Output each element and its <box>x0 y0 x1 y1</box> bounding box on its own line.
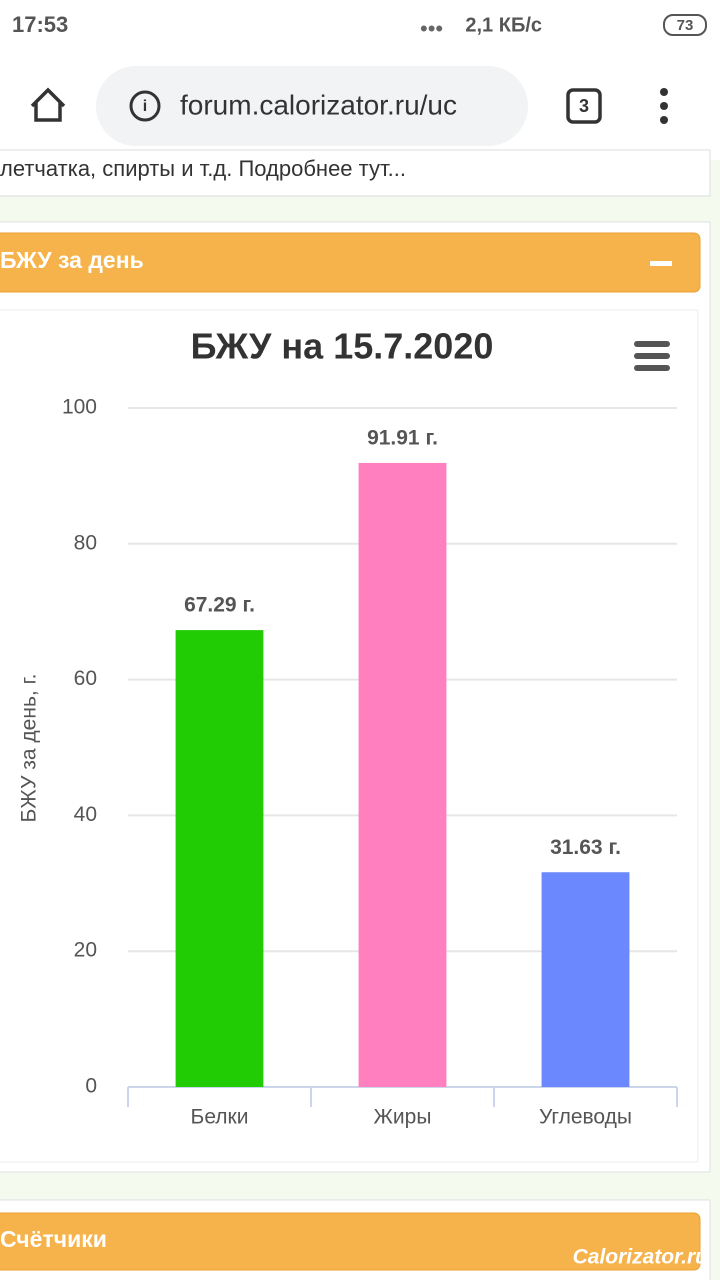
y-tick-label: 20 <box>74 939 97 962</box>
data-label: 91.91 г. <box>367 426 438 449</box>
y-tick-label: 40 <box>74 803 97 826</box>
bar <box>358 462 447 1087</box>
collapse-icon[interactable] <box>650 261 672 266</box>
info-i: i <box>143 98 147 115</box>
tabs-button[interactable] <box>566 88 602 124</box>
panel-title: БЖУ за день <box>0 247 144 273</box>
status-bar <box>0 0 720 52</box>
data-label: 31.63 г. <box>550 836 621 859</box>
y-tick-label: 80 <box>74 531 97 554</box>
url-field[interactable] <box>96 66 528 146</box>
x-tick-label: Белки <box>191 1106 249 1129</box>
status-battery: 73 <box>677 17 694 34</box>
status-time: 17:53 <box>12 12 68 37</box>
truncated-text: летчатка, спирты и т.д. Подробнее тут... <box>0 156 406 181</box>
text-card <box>0 149 711 197</box>
plot: 0 20 40 60 80 100 Белки 67.29 г. Жиры 91.91 г. Угл… <box>62 396 678 1129</box>
battery-icon <box>663 14 707 36</box>
status-network: 2,1 КБ/с <box>465 14 542 36</box>
x-tick-label: Углеводы <box>539 1106 632 1129</box>
chart-menu[interactable] <box>634 341 670 371</box>
y-tick-label: 0 <box>85 1075 97 1098</box>
panel2-header[interactable] <box>0 1212 701 1271</box>
panel-header[interactable] <box>0 232 701 293</box>
y-tick-label: 60 <box>74 667 97 690</box>
url-text[interactable]: forum.calorizator.ru/uc <box>180 89 457 120</box>
info-icon[interactable] <box>129 90 161 122</box>
watermark: Calorizator.ru <box>573 1246 709 1269</box>
bar <box>175 630 264 1087</box>
chart-title: БЖУ на 15.7.2020 <box>191 326 494 367</box>
data-label: 67.29 г. <box>184 594 255 617</box>
bar <box>541 872 630 1087</box>
x-tick-label: Жиры <box>374 1106 432 1129</box>
y-tick-label: 100 <box>62 396 97 419</box>
menu-button[interactable] <box>660 88 668 124</box>
home-button[interactable] <box>30 87 66 122</box>
y-axis-label: БЖУ за день, г. <box>18 673 41 822</box>
status-dots: ••• <box>420 16 443 41</box>
tabs-count: 3 <box>579 96 589 116</box>
panel2-title: Счётчики <box>0 1226 107 1252</box>
